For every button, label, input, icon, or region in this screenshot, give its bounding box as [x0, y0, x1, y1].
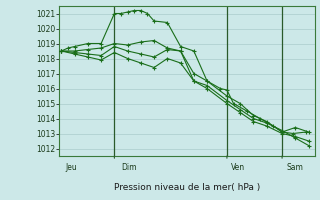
Text: Dim: Dim: [121, 164, 137, 172]
Text: Sam: Sam: [286, 164, 303, 172]
Text: Jeu: Jeu: [66, 164, 77, 172]
Text: Ven: Ven: [231, 164, 245, 172]
Text: Pression niveau de la mer( hPa ): Pression niveau de la mer( hPa ): [114, 183, 260, 192]
